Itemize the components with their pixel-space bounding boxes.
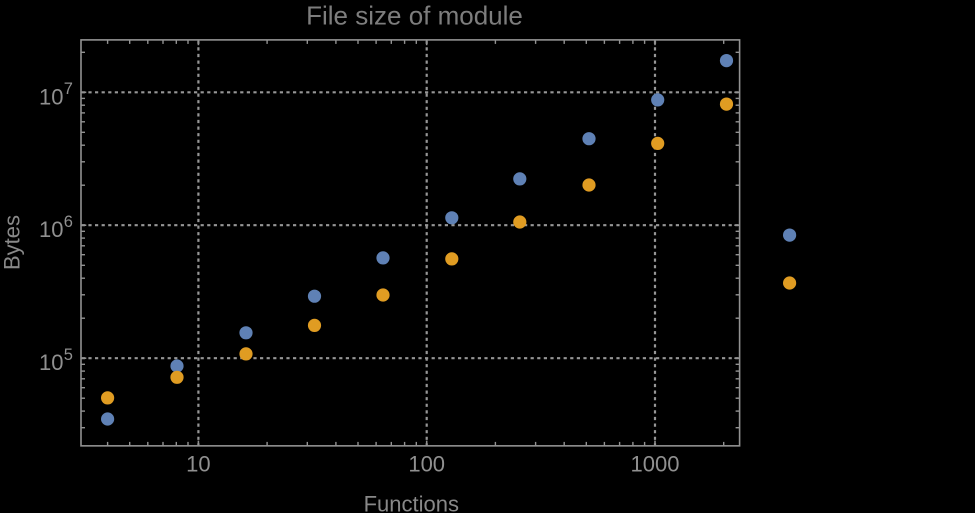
svg-text:Bytes: Bytes bbox=[0, 215, 25, 270]
svg-text:1000: 1000 bbox=[631, 451, 680, 476]
svg-text:6: 6 bbox=[64, 213, 73, 231]
svg-text:10: 10 bbox=[39, 217, 63, 242]
svg-text:10: 10 bbox=[39, 84, 63, 109]
svg-text:10: 10 bbox=[39, 350, 63, 375]
svg-text:10: 10 bbox=[186, 451, 210, 476]
svg-text:5: 5 bbox=[64, 346, 73, 364]
svg-text:100: 100 bbox=[408, 451, 445, 476]
svg-text:File size of module: File size of module bbox=[306, 1, 523, 31]
svg-text:7: 7 bbox=[64, 80, 73, 98]
svg-text:Functions: Functions bbox=[364, 491, 459, 513]
